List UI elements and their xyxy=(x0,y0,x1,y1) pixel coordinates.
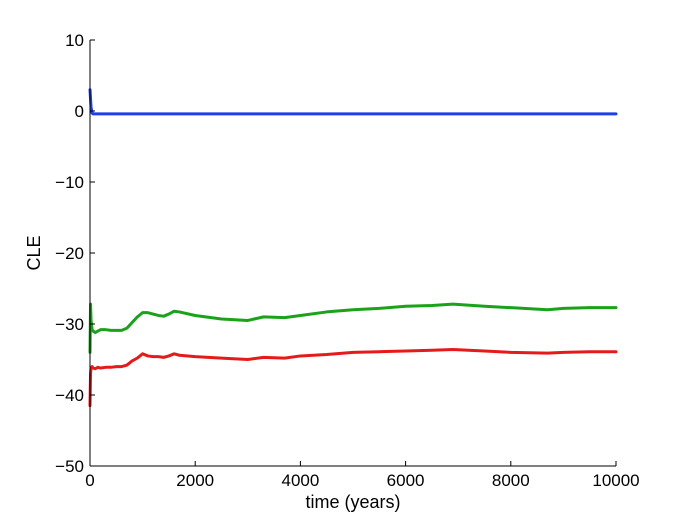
x-tick-label: 2000 xyxy=(176,471,214,490)
y-tick-label: −20 xyxy=(55,244,84,263)
y-tick-label: 0 xyxy=(75,102,84,121)
series-layer xyxy=(88,88,618,408)
axes: 0 2000 4000 6000 8000 10000 10 0 −10 −20 −30 −40 −50 xyxy=(55,31,639,490)
y-tick-label: −50 xyxy=(55,457,84,476)
y-tick-label: 10 xyxy=(65,31,84,50)
x-tick-label: 6000 xyxy=(387,471,425,490)
y-axis-label: CLE xyxy=(24,235,44,270)
x-tick-label: 0 xyxy=(85,471,94,490)
x-tick-label: 4000 xyxy=(281,471,319,490)
x-tick-label: 8000 xyxy=(492,471,530,490)
x-tick-label: 10000 xyxy=(592,471,639,490)
y-tick-label: −10 xyxy=(55,173,84,192)
series-line-2 xyxy=(88,302,618,354)
x-axis-label: time (years) xyxy=(305,492,400,512)
y-tick-label: −40 xyxy=(55,386,84,405)
y-tick-label: −30 xyxy=(55,315,84,334)
series-line-1 xyxy=(88,88,618,116)
series-line-3 xyxy=(88,348,618,408)
